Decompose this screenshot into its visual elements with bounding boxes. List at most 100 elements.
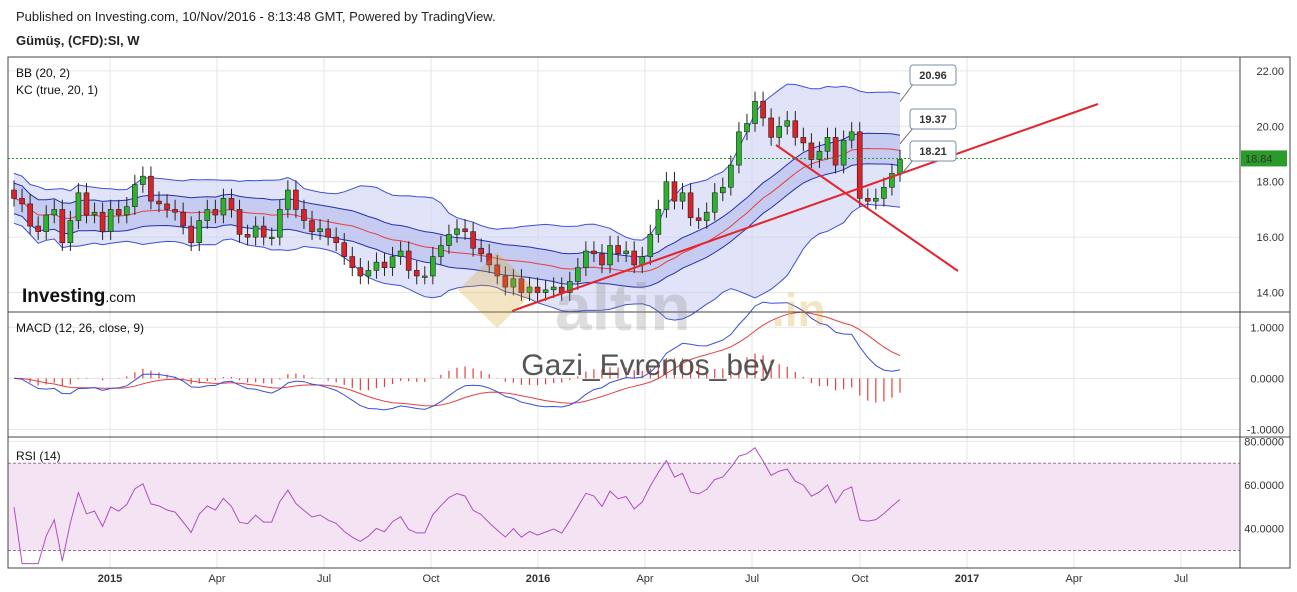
candle xyxy=(494,255,501,285)
candle xyxy=(752,91,758,132)
investing-logo: Investing.com xyxy=(22,286,136,307)
callout-value: 18.21 xyxy=(919,146,947,158)
candle xyxy=(623,241,629,263)
candle-body xyxy=(357,267,364,277)
candle-body xyxy=(140,175,146,185)
candle xyxy=(148,166,154,210)
callout-box xyxy=(909,64,957,86)
candle-body xyxy=(566,281,573,293)
candle xyxy=(575,257,581,290)
keltner-lower xyxy=(13,163,901,288)
candle-body xyxy=(647,234,654,257)
candle xyxy=(663,172,670,218)
macd-label: MACD (12, 26, close, 9) xyxy=(16,321,144,335)
candle xyxy=(301,199,307,229)
candle xyxy=(276,199,283,246)
candle xyxy=(156,191,162,213)
candle-body xyxy=(486,253,493,266)
candle xyxy=(808,133,815,168)
watermark-logo: altin xyxy=(555,270,691,344)
bollinger-basis xyxy=(13,147,901,273)
candle xyxy=(244,224,251,246)
candle xyxy=(784,111,791,135)
candle-body xyxy=(405,250,412,271)
candle xyxy=(83,183,90,224)
candle-body xyxy=(285,189,291,210)
candle-body xyxy=(454,228,460,235)
candle-body xyxy=(840,139,847,166)
candle-body xyxy=(252,225,259,238)
candle-body xyxy=(615,245,621,255)
candle-body xyxy=(655,209,662,235)
macd-tick-label: 0.0000 xyxy=(1250,373,1284,385)
candle-body xyxy=(575,267,581,282)
candle xyxy=(566,271,573,301)
candle-body xyxy=(808,142,815,160)
candle xyxy=(421,266,428,285)
price-tick-label: 18.00 xyxy=(1256,177,1284,189)
candle xyxy=(140,166,146,193)
candle xyxy=(848,122,855,149)
candle-body xyxy=(107,209,114,232)
candle xyxy=(478,238,484,263)
candle xyxy=(599,244,605,274)
kc-label: KC (true, 20, 1) xyxy=(16,83,98,97)
candle xyxy=(59,199,66,252)
candle-body xyxy=(591,250,597,255)
candle xyxy=(526,277,533,301)
candle-body xyxy=(599,253,605,266)
candle xyxy=(19,188,25,213)
candle xyxy=(647,224,654,265)
candle xyxy=(397,241,404,265)
candle xyxy=(341,233,348,265)
candle xyxy=(325,219,331,246)
candle-body xyxy=(784,120,791,127)
candle-body xyxy=(325,228,331,238)
candle-body xyxy=(35,225,41,232)
macd-tick-label: -1.0000 xyxy=(1247,424,1284,436)
candle xyxy=(446,224,452,254)
candle-body xyxy=(711,192,718,213)
candle xyxy=(719,177,726,202)
candle-body xyxy=(148,175,154,202)
candle-body xyxy=(663,181,670,210)
candle-body xyxy=(430,256,436,277)
candle-body xyxy=(695,217,702,221)
macd-line xyxy=(13,301,901,411)
candle xyxy=(591,241,597,263)
price-tick-label: 22.00 xyxy=(1256,66,1284,78)
candle-body xyxy=(421,275,428,278)
candle-body xyxy=(365,270,372,277)
candle-body xyxy=(671,181,678,202)
macd-histogram xyxy=(21,353,901,403)
candle-body xyxy=(760,101,766,119)
candle-body xyxy=(832,137,839,166)
candle-body xyxy=(824,137,831,152)
candle-body xyxy=(172,209,178,213)
candle-body xyxy=(204,209,211,221)
candle xyxy=(881,177,887,207)
candle xyxy=(75,183,82,229)
candle-body xyxy=(583,250,589,268)
pane-frame xyxy=(7,436,1291,569)
candle xyxy=(180,202,186,235)
time-tick-label: 2017 xyxy=(955,573,979,585)
candle xyxy=(840,130,847,174)
candle-body xyxy=(212,209,219,216)
candle xyxy=(365,260,372,285)
candle-body xyxy=(196,220,203,244)
candle xyxy=(228,188,235,218)
watermark-diamond-icon xyxy=(458,252,536,328)
candle xyxy=(687,183,694,227)
trend-line-resistance xyxy=(775,144,959,272)
candle xyxy=(534,277,541,301)
candle xyxy=(172,199,178,221)
candle-body xyxy=(502,275,509,288)
callout-value: 19.37 xyxy=(919,114,947,126)
rsi-label: RSI (14) xyxy=(16,449,61,463)
candle xyxy=(188,216,194,252)
candle-body xyxy=(719,186,726,194)
callout-pointer xyxy=(899,82,915,102)
candle xyxy=(760,91,766,127)
